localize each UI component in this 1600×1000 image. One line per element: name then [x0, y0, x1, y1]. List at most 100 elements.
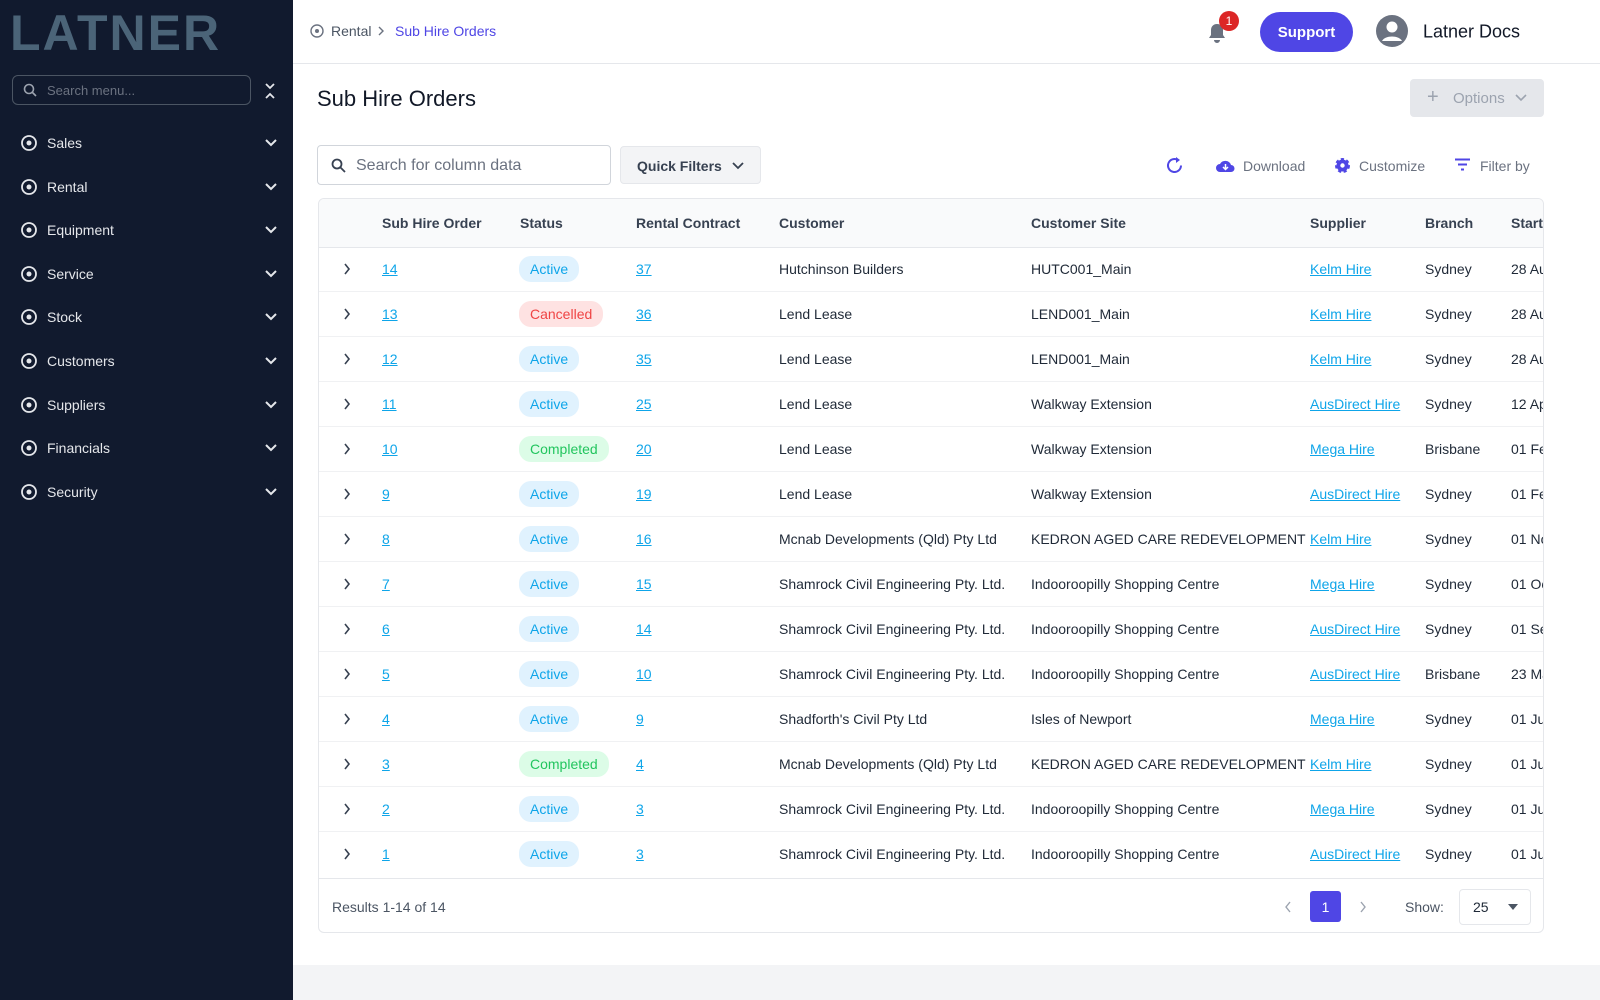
- bottom-strip: [293, 965, 1600, 1000]
- link[interactable]: 15: [636, 576, 652, 592]
- link[interactable]: 3: [636, 801, 644, 817]
- link[interactable]: 5: [382, 666, 390, 682]
- status-badge: Active: [519, 571, 580, 597]
- link[interactable]: 25: [636, 396, 652, 412]
- expand-toggle[interactable]: [343, 308, 351, 320]
- link[interactable]: 37: [636, 261, 652, 277]
- expand-toggle[interactable]: [343, 398, 351, 410]
- link[interactable]: 8: [382, 531, 390, 547]
- menu-item[interactable]: Customers: [47, 353, 115, 369]
- link[interactable]: 19: [636, 486, 652, 502]
- link[interactable]: Kelm Hire: [1310, 351, 1372, 367]
- link[interactable]: 3: [636, 846, 644, 862]
- table-search-placeholder: Search for column data: [356, 157, 522, 174]
- link[interactable]: Mega Hire: [1310, 576, 1375, 592]
- cell: Sydney: [1425, 306, 1472, 322]
- link[interactable]: Kelm Hire: [1310, 531, 1372, 547]
- cell: Lend Lease: [779, 486, 853, 502]
- customize-button[interactable]: Customize: [1359, 158, 1426, 174]
- menu-item[interactable]: Sales: [47, 135, 83, 151]
- link[interactable]: AusDirect Hire: [1310, 846, 1401, 862]
- link[interactable]: 14: [636, 621, 652, 637]
- link[interactable]: AusDirect Hire: [1310, 666, 1401, 682]
- expand-toggle[interactable]: [343, 713, 351, 725]
- expand-toggle[interactable]: [343, 263, 351, 275]
- expand-toggle[interactable]: [343, 848, 351, 860]
- quick-filters-button[interactable]: Quick Filters: [620, 146, 761, 184]
- expand-toggle[interactable]: [343, 488, 351, 500]
- menu-item[interactable]: Stock: [47, 309, 83, 326]
- page-title: Sub Hire Orders: [317, 86, 476, 111]
- user-name[interactable]: Latner Docs: [1423, 21, 1521, 42]
- link[interactable]: Kelm Hire: [1310, 306, 1372, 322]
- expand-toggle[interactable]: [343, 758, 351, 770]
- link[interactable]: 9: [382, 486, 390, 502]
- link[interactable]: 1: [382, 846, 390, 862]
- link[interactable]: 35: [636, 351, 652, 367]
- expand-toggle[interactable]: [343, 443, 351, 455]
- support-button[interactable]: Support: [1260, 12, 1353, 52]
- page-button[interactable]: 1: [1310, 891, 1341, 922]
- expand-toggle[interactable]: [343, 578, 351, 590]
- link[interactable]: 7: [382, 576, 390, 592]
- cell: Lend Lease: [779, 351, 853, 367]
- link[interactable]: 3: [382, 756, 390, 772]
- collapse-icon[interactable]: [264, 82, 276, 100]
- row-border: [319, 786, 1543, 787]
- prev-page[interactable]: [1284, 901, 1292, 913]
- link[interactable]: AusDirect Hire: [1310, 486, 1401, 502]
- cell: LEND001_Main: [1031, 351, 1130, 367]
- link[interactable]: 10: [382, 441, 398, 457]
- avatar[interactable]: [1376, 15, 1408, 47]
- menu-icon: [21, 483, 37, 500]
- row-border: [319, 651, 1543, 652]
- link[interactable]: 10: [636, 666, 652, 682]
- refresh-icon[interactable]: [1165, 156, 1184, 175]
- link[interactable]: 14: [382, 261, 398, 277]
- expand-toggle[interactable]: [343, 803, 351, 815]
- link[interactable]: AusDirect Hire: [1310, 396, 1401, 412]
- menu-item[interactable]: Service: [47, 265, 94, 282]
- expand-toggle[interactable]: [343, 668, 351, 680]
- menu-item[interactable]: Equipment: [47, 222, 114, 239]
- next-page[interactable]: [1359, 901, 1367, 913]
- cell: Shamrock Civil Engineering Pty. Ltd.: [779, 846, 1006, 862]
- menu-item[interactable]: Suppliers: [47, 396, 106, 413]
- menu-item[interactable]: Security: [47, 483, 98, 500]
- link[interactable]: 36: [636, 306, 652, 322]
- link[interactable]: 4: [382, 711, 390, 727]
- link[interactable]: Mega Hire: [1310, 441, 1375, 457]
- link[interactable]: 6: [382, 621, 390, 637]
- link[interactable]: Mega Hire: [1310, 801, 1375, 817]
- menu-item[interactable]: Financials: [47, 440, 111, 457]
- bell-icon[interactable]: [1207, 22, 1227, 44]
- menu-item[interactable]: Rental: [47, 178, 88, 195]
- page-size-select[interactable]: 25: [1459, 889, 1531, 925]
- menu-icon: [21, 265, 37, 282]
- link[interactable]: 9: [636, 711, 644, 727]
- menu-search[interactable]: Search menu...: [12, 75, 251, 105]
- link[interactable]: 20: [636, 441, 652, 457]
- link[interactable]: AusDirect Hire: [1310, 621, 1401, 637]
- options-button[interactable]: + Options: [1410, 79, 1544, 117]
- expand-toggle[interactable]: [343, 353, 351, 365]
- cell: Indooroopilly Shopping Centre: [1031, 846, 1220, 862]
- link[interactable]: 11: [382, 396, 397, 412]
- breadcrumb-item[interactable]: Rental: [331, 23, 372, 39]
- expand-toggle[interactable]: [343, 533, 351, 545]
- column-header: Rental Contract: [636, 215, 741, 231]
- download-button[interactable]: Download: [1243, 158, 1306, 174]
- link[interactable]: Mega Hire: [1310, 711, 1375, 727]
- link[interactable]: Kelm Hire: [1310, 756, 1372, 772]
- link[interactable]: 4: [636, 756, 644, 772]
- link[interactable]: 13: [382, 306, 398, 322]
- link[interactable]: 16: [636, 531, 652, 547]
- filter-button[interactable]: Filter by: [1480, 158, 1530, 174]
- link[interactable]: Kelm Hire: [1310, 261, 1372, 277]
- expand-toggle[interactable]: [343, 623, 351, 635]
- table-search[interactable]: Search for column data: [317, 145, 611, 185]
- link[interactable]: 2: [382, 801, 390, 817]
- link[interactable]: 12: [382, 351, 398, 367]
- row-border: [319, 471, 1543, 472]
- cell: 23 Ma: [1511, 666, 1543, 682]
